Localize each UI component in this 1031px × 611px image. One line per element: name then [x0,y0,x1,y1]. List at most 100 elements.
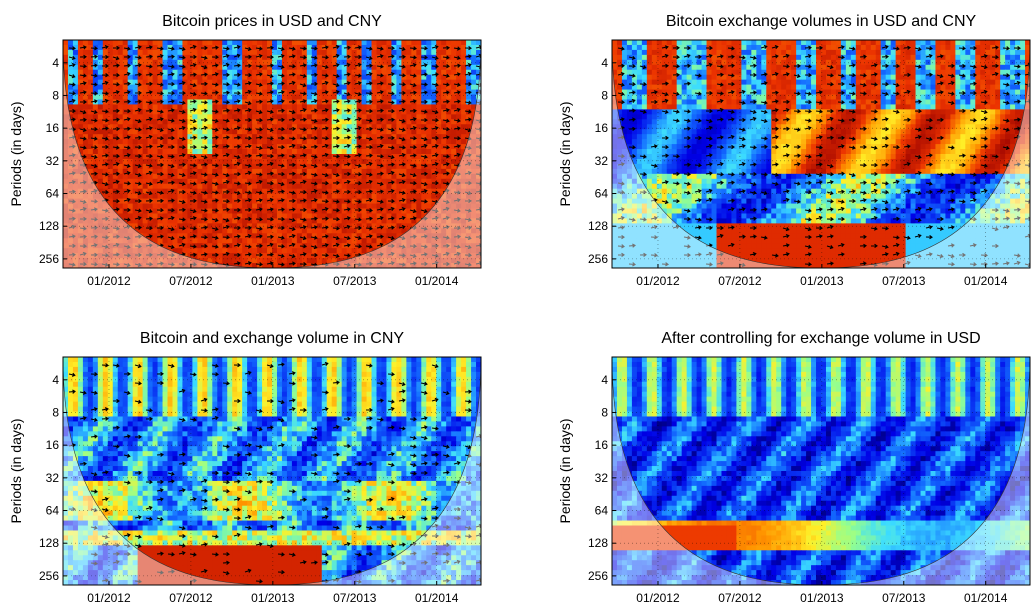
heat-cell [192,49,198,56]
heat-cell [167,163,174,170]
x-tick-label: 01/2014 [415,274,459,288]
heat-cell [97,54,104,61]
heat-cell [296,183,303,190]
heat-cell [92,168,99,175]
heat-cell [72,203,79,210]
heat-cell [371,208,378,215]
heat-cell [401,158,407,165]
heat-cell [401,94,407,101]
phase-arrow [200,81,208,87]
heat-cell [376,253,383,259]
heat-cell [272,163,278,170]
heat-cell [222,213,228,220]
heat-cell [396,168,402,175]
heat-cell [72,94,79,101]
heat-cell [137,228,144,234]
heat-cell [326,238,333,244]
heat-cell [366,129,373,135]
heat-cell [82,149,89,155]
heat-cell [127,178,134,185]
phase-arrow [211,90,219,95]
heat-cell [197,49,203,56]
heat-cell [92,228,99,234]
phase-arrow [222,82,230,87]
heat-cell [162,183,169,190]
heat-cell [286,218,293,224]
heat-cell [376,114,383,120]
heat-cell [461,139,467,145]
heat-cell [197,208,203,215]
heat-cell [461,183,467,190]
heat-cell [336,99,343,106]
heat-cell [326,258,333,264]
heat-cell [232,183,238,190]
heat-cell [296,243,303,249]
heat-cell [92,40,99,46]
heat-cell [291,144,298,150]
heat-cell [212,149,218,155]
heat-cell [436,203,442,210]
heat-cell [291,248,298,254]
heat-cell [187,228,193,234]
heat-cell [162,188,169,195]
heat-cell [157,263,164,268]
phase-arrow [112,252,120,257]
heat-cell [257,94,263,101]
phase-arrow [464,190,472,196]
heat-cell [182,208,189,215]
heat-cell [72,193,79,200]
heat-cell [471,163,477,170]
heat-cell [301,213,308,220]
heat-cell [127,124,134,130]
phase-arrow [255,46,263,51]
heat-cell [361,134,368,140]
heat-cell [207,253,213,259]
heat-cell [301,253,308,259]
heat-cell [376,69,383,76]
heat-cell [82,114,89,120]
phase-arrow [200,108,208,113]
heat-cell [351,154,358,160]
heat-cell [272,44,278,51]
heat-cell [386,158,393,165]
heat-cell [152,109,159,115]
heat-cell [207,74,213,81]
heat-cell [162,99,169,106]
heat-cell [436,188,442,195]
heat-cell [436,79,442,86]
phase-arrow [431,64,439,69]
heat-cell [301,79,308,86]
heat-cell [371,248,378,254]
y-tick-label: 32 [46,154,60,168]
heat-cell [102,109,109,115]
heat-cell [122,233,129,239]
heat-cell [476,114,481,120]
heat-cell [167,44,174,51]
phase-arrow [266,161,274,166]
heat-cell [406,173,412,180]
heat-cell [172,208,179,215]
phase-arrow [178,153,186,158]
heat-cell [421,238,427,244]
heat-cell [82,49,89,56]
heat-cell [112,208,119,215]
phase-arrow [68,189,76,194]
heat-cell [471,124,477,130]
heat-cell [87,64,94,71]
heat-cell [381,40,388,46]
heat-cell [336,144,343,150]
phase-arrow [178,80,186,86]
heat-cell [366,183,373,190]
heat-cell [172,69,179,76]
heat-cell [142,213,149,220]
heat-cell [426,94,432,101]
heat-cell [441,134,447,140]
heat-cell [416,119,422,125]
heat-cell [142,40,149,46]
heat-cell [296,64,303,71]
phase-arrow [321,80,329,86]
y-tick-label: 256 [39,252,59,266]
heat-cell [107,114,114,120]
heat-cell [381,124,388,130]
heat-cell [471,263,477,268]
